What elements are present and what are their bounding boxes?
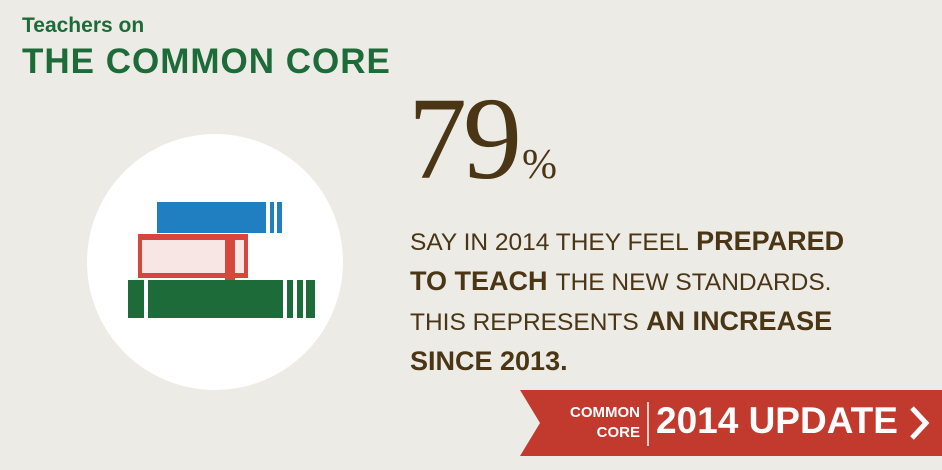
book-blue [157,202,282,233]
book-stripe [144,280,148,318]
header-kicker: Teachers on [22,14,145,37]
statement-text: THIS REPRESENTS [410,309,639,336]
book-stripe [293,280,297,318]
statement: SAY IN 2014 THEY FEEL PREPARED TO TEACH THE… [410,222,852,382]
statement-line: TO TEACH THE NEW STANDARDS. [410,262,852,302]
book-stripe [274,202,277,233]
banner [520,390,942,456]
header-title: THE COMMON CORE [22,42,391,81]
stat-unit: % [522,142,557,188]
banner-label[interactable]: COMMON [570,404,640,421]
book-stripe [283,280,287,318]
statement-emphasis: AN INCREASE [646,306,833,336]
banner-chevron[interactable] [910,406,930,440]
statement-emphasis: TO TEACH [410,266,548,296]
stat: 79% [408,80,557,198]
banner-label[interactable]: CORE [596,424,640,441]
statement-line: SAY IN 2014 THEY FEEL PREPARED [410,222,852,262]
statement-emphasis: SINCE 2013. [410,346,568,376]
banner-title[interactable]: 2014 UPDATE [656,400,898,441]
book-stripe [266,202,270,233]
statement-emphasis: PREPARED [696,226,845,256]
statement-line: SINCE 2013. [410,342,852,382]
statement-text: SAY IN 2014 THEY FEEL [410,229,689,256]
statement-text: THE NEW STANDARDS. [555,269,832,296]
bookmark [225,240,235,286]
book-stripe [303,280,306,318]
statement-line: THIS REPRESENTS AN INCREASE [410,302,852,342]
stat-value: 79 [408,73,522,204]
